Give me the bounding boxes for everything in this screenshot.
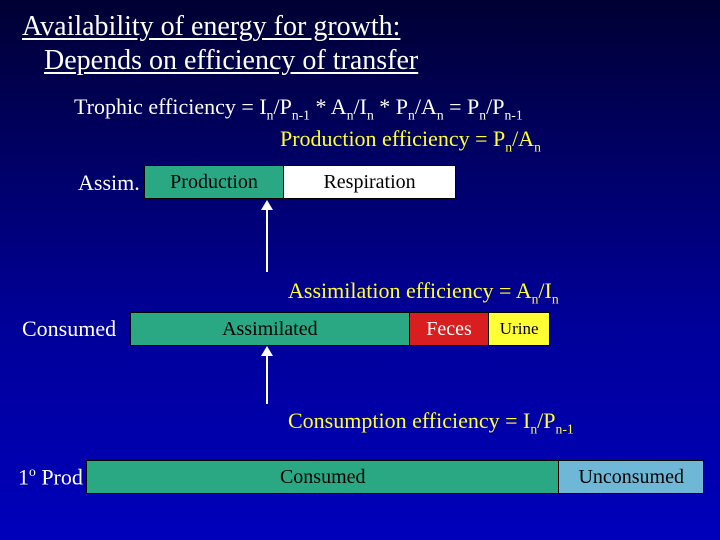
- assimilation-bar: Production Respiration: [144, 165, 456, 199]
- consumed-segment: Consumed: [87, 461, 559, 493]
- title-line-2: Depends on efficiency of transfer: [22, 45, 418, 76]
- production-efficiency-equation: Production efficiency = Pn/An: [280, 126, 541, 155]
- assimilation-efficiency-equation: Assimilation efficiency = An/In: [288, 278, 559, 307]
- consumed-label: Consumed: [22, 316, 116, 342]
- page-title: Availability of energy for growth: Depen…: [22, 10, 418, 77]
- production-segment: Production: [145, 166, 284, 198]
- arrow-up-1: [266, 210, 268, 272]
- assim-label: Assim.: [78, 170, 140, 196]
- production-lead: Production efficiency =: [280, 126, 493, 151]
- unconsumed-segment: Unconsumed: [559, 461, 703, 493]
- arrow-up-2: [266, 356, 268, 404]
- trophic-lead: Trophic efficiency =: [74, 94, 259, 119]
- title-line-1: Availability of energy for growth:: [22, 11, 400, 42]
- primary-production-bar: Consumed Unconsumed: [86, 460, 704, 494]
- assimilation-lead: Assimilation efficiency =: [288, 278, 516, 303]
- urine-segment: Urine: [489, 313, 549, 345]
- primary-prod-label: 1o Prod: [18, 464, 83, 490]
- consumption-efficiency-equation: Consumption efficiency = In/Pn-1: [288, 408, 574, 437]
- consumed-bar: Assimilated Feces Urine: [130, 312, 550, 346]
- feces-segment: Feces: [410, 313, 490, 345]
- consumption-lead: Consumption efficiency =: [288, 408, 523, 433]
- assimilated-segment: Assimilated: [131, 313, 410, 345]
- respiration-segment: Respiration: [284, 166, 455, 198]
- trophic-efficiency-equation: Trophic efficiency = In/Pn-1 * An/In * P…: [74, 94, 523, 123]
